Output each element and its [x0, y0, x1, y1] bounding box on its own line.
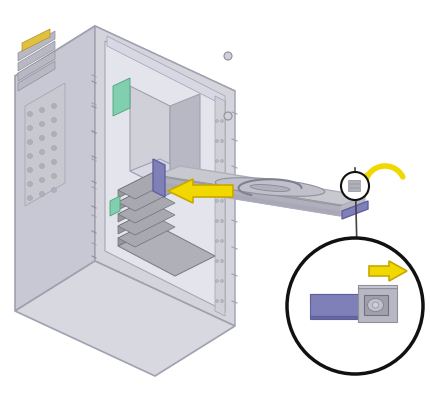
Polygon shape — [358, 288, 397, 322]
Polygon shape — [22, 30, 50, 52]
Circle shape — [52, 118, 56, 123]
Circle shape — [28, 196, 33, 201]
Polygon shape — [348, 188, 360, 192]
Polygon shape — [18, 42, 55, 72]
Polygon shape — [118, 207, 175, 235]
Circle shape — [40, 164, 44, 169]
Circle shape — [215, 240, 218, 243]
Circle shape — [28, 112, 33, 117]
Polygon shape — [310, 294, 360, 316]
Polygon shape — [18, 62, 55, 92]
Polygon shape — [310, 294, 360, 297]
Circle shape — [28, 154, 33, 159]
Polygon shape — [369, 261, 407, 281]
Circle shape — [52, 160, 56, 165]
Circle shape — [40, 108, 44, 113]
Circle shape — [215, 180, 218, 183]
Circle shape — [221, 240, 224, 243]
Polygon shape — [25, 84, 65, 207]
Circle shape — [221, 120, 224, 123]
Polygon shape — [153, 160, 165, 198]
Circle shape — [40, 150, 44, 155]
Circle shape — [28, 182, 33, 187]
Polygon shape — [118, 227, 215, 276]
Polygon shape — [342, 201, 368, 219]
Ellipse shape — [368, 299, 384, 312]
Polygon shape — [215, 97, 225, 316]
Circle shape — [215, 200, 218, 203]
Polygon shape — [358, 285, 397, 288]
Polygon shape — [18, 32, 55, 62]
Circle shape — [287, 239, 423, 374]
Polygon shape — [107, 37, 225, 107]
Ellipse shape — [250, 185, 290, 192]
Polygon shape — [15, 27, 235, 142]
Circle shape — [221, 140, 224, 143]
Circle shape — [28, 126, 33, 131]
Circle shape — [341, 172, 369, 200]
Circle shape — [215, 260, 218, 263]
Polygon shape — [363, 295, 387, 315]
Circle shape — [372, 302, 378, 308]
Circle shape — [221, 180, 224, 183]
Polygon shape — [118, 219, 158, 246]
Circle shape — [221, 300, 224, 303]
Polygon shape — [155, 182, 340, 217]
Ellipse shape — [215, 178, 325, 197]
Polygon shape — [348, 180, 360, 184]
Circle shape — [52, 132, 56, 137]
Circle shape — [215, 120, 218, 123]
Circle shape — [52, 146, 56, 151]
Circle shape — [40, 178, 44, 183]
Polygon shape — [118, 182, 175, 211]
Circle shape — [224, 113, 232, 121]
Polygon shape — [118, 219, 175, 247]
Circle shape — [215, 280, 218, 283]
Polygon shape — [118, 170, 175, 200]
Polygon shape — [113, 79, 130, 117]
Polygon shape — [130, 87, 170, 192]
Polygon shape — [348, 184, 360, 188]
Polygon shape — [95, 27, 235, 326]
Circle shape — [40, 136, 44, 141]
Circle shape — [221, 280, 224, 283]
Circle shape — [224, 53, 232, 61]
Circle shape — [221, 220, 224, 223]
Circle shape — [52, 104, 56, 109]
Circle shape — [40, 192, 44, 197]
Circle shape — [215, 300, 218, 303]
Circle shape — [221, 260, 224, 263]
Polygon shape — [340, 196, 365, 217]
Polygon shape — [110, 196, 120, 217]
Circle shape — [28, 140, 33, 145]
Circle shape — [52, 174, 56, 179]
Polygon shape — [18, 52, 55, 82]
Circle shape — [221, 200, 224, 203]
Polygon shape — [130, 160, 200, 192]
Circle shape — [221, 160, 224, 163]
Polygon shape — [118, 170, 158, 198]
Polygon shape — [118, 207, 158, 235]
Circle shape — [215, 160, 218, 163]
Polygon shape — [310, 316, 360, 319]
Polygon shape — [15, 261, 235, 376]
Polygon shape — [168, 180, 233, 203]
Polygon shape — [105, 42, 225, 311]
Polygon shape — [118, 194, 158, 223]
Circle shape — [215, 220, 218, 223]
Circle shape — [28, 168, 33, 173]
Polygon shape — [155, 176, 342, 207]
Polygon shape — [118, 182, 158, 211]
Circle shape — [52, 188, 56, 193]
Circle shape — [40, 122, 44, 127]
Polygon shape — [118, 194, 175, 223]
Polygon shape — [155, 176, 340, 217]
Polygon shape — [155, 166, 365, 207]
Polygon shape — [15, 27, 95, 311]
Polygon shape — [170, 95, 200, 192]
Circle shape — [215, 140, 218, 143]
